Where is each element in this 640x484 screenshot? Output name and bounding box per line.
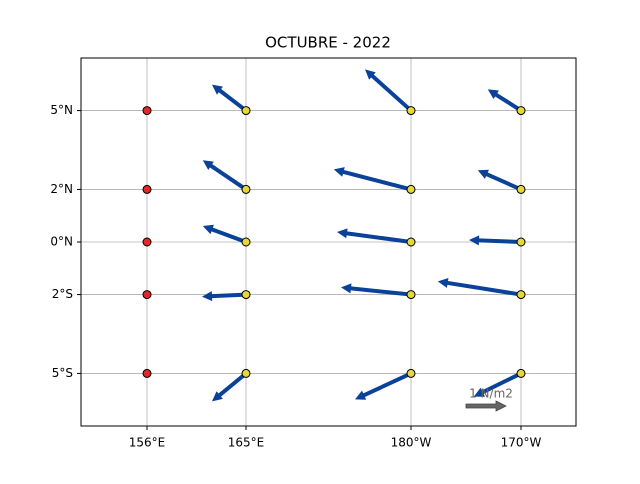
y-tick-label: 0°N <box>50 235 73 249</box>
wind-arrow <box>365 69 413 113</box>
wind-arrow <box>212 84 248 113</box>
station-point <box>241 106 251 116</box>
station-point <box>142 184 152 194</box>
station-point <box>142 290 152 300</box>
station-point <box>516 237 526 247</box>
station-point <box>406 290 416 300</box>
wind-arrow <box>469 235 522 246</box>
wind-arrow <box>202 160 248 192</box>
x-tick-label: 165°E <box>228 436 265 450</box>
station-point <box>241 368 251 378</box>
y-tick-label: 2°N <box>50 182 73 196</box>
wind-arrow <box>337 228 412 244</box>
wind-arrow <box>202 224 247 244</box>
plot-frame <box>80 57 577 427</box>
wind-arrow <box>437 278 522 297</box>
wind-arrow <box>202 291 247 302</box>
wind-arrow <box>477 169 522 192</box>
y-tick-label: 2°S <box>52 287 73 301</box>
key-arrow <box>465 400 507 412</box>
station-point <box>516 106 526 116</box>
x-tick-label: 170°W <box>501 436 542 450</box>
station-point <box>241 184 251 194</box>
station-point <box>406 184 416 194</box>
station-point <box>516 290 526 300</box>
wind-arrow <box>473 371 522 397</box>
wind-arrow <box>355 371 412 400</box>
station-point <box>142 106 152 116</box>
y-tick-label: 5°N <box>50 103 73 117</box>
station-point <box>142 368 152 378</box>
station-point <box>142 237 152 247</box>
chart-title: OCTUBRE - 2022 <box>265 34 391 52</box>
wind-arrow <box>212 371 248 402</box>
station-point <box>406 237 416 247</box>
station-point <box>516 184 526 194</box>
station-point <box>406 368 416 378</box>
wind-arrow <box>341 283 412 297</box>
y-tick-label: 5°S <box>52 366 73 380</box>
station-point <box>241 290 251 300</box>
x-tick-label: 180°W <box>391 436 432 450</box>
station-point <box>241 237 251 247</box>
x-tick-label: 156°E <box>129 436 166 450</box>
wind-arrow <box>333 167 412 192</box>
station-point <box>516 368 526 378</box>
key-label: 1 N/m2 <box>469 387 513 401</box>
station-point <box>406 106 416 116</box>
wind-arrow <box>487 89 523 113</box>
